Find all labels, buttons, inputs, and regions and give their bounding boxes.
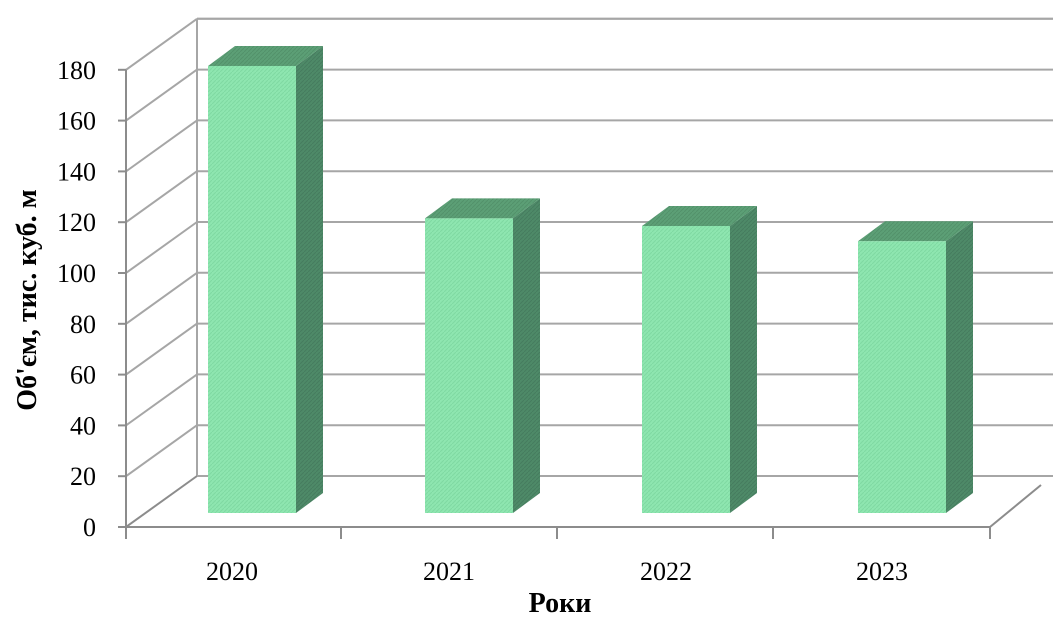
y-tick-label: 100 xyxy=(57,259,96,288)
bar-2020 xyxy=(208,45,323,514)
x-tick-label: 2020 xyxy=(206,557,258,586)
gridline-diagonal xyxy=(125,68,198,122)
gridline-diagonal xyxy=(125,373,198,427)
gridline-diagonal xyxy=(125,17,198,71)
y-tick-label: 20 xyxy=(70,462,96,491)
x-tick-label: 2021 xyxy=(423,557,475,586)
gridline-diagonal xyxy=(125,170,198,224)
y-tick-label: 80 xyxy=(70,310,96,339)
floor-left-edge xyxy=(125,475,198,528)
bar-side-face xyxy=(513,198,540,514)
x-axis-title: Роки xyxy=(529,588,592,619)
gridline-diagonal xyxy=(125,271,198,325)
y-tick-label: 40 xyxy=(70,411,96,440)
bar-2023 xyxy=(858,221,973,513)
bar-top-face xyxy=(642,205,757,226)
y-axis-title: Об'єм, тис. куб. м xyxy=(12,189,43,410)
bar-2022 xyxy=(642,205,757,514)
bar-side-face xyxy=(296,45,323,514)
gridline-diagonal xyxy=(125,424,198,478)
y-tick-label: 140 xyxy=(57,157,96,186)
y-tick-label: 180 xyxy=(57,56,96,85)
bar-top-face xyxy=(858,221,973,242)
bar-front-face xyxy=(425,218,513,514)
gridline-diagonal xyxy=(125,119,198,173)
bar-front-face xyxy=(858,241,946,513)
bar-side-face xyxy=(946,221,973,513)
bar-2021 xyxy=(425,198,540,514)
axes xyxy=(118,18,1053,539)
y-tick-label: 60 xyxy=(70,361,96,390)
gridline-diagonal xyxy=(125,322,198,376)
bar-front-face xyxy=(208,65,296,514)
bar-front-face xyxy=(642,225,730,514)
bar-side-face xyxy=(730,205,757,514)
bar-top-face xyxy=(425,198,540,219)
y-tick-label: 0 xyxy=(83,513,96,542)
x-tick-label: 2022 xyxy=(640,557,692,586)
y-tick-label: 120 xyxy=(57,208,96,237)
bar-top-face xyxy=(208,45,323,66)
floor-right-edge xyxy=(989,484,1042,528)
bars xyxy=(208,45,973,514)
x-tick-label: 2023 xyxy=(856,557,908,586)
y-tick-label: 160 xyxy=(57,107,96,136)
gridline-diagonal xyxy=(125,221,198,274)
tick-labels: 0 20 40 60 80 100 120 140 160 180 2020 2021 2022 2023 xyxy=(57,56,908,586)
